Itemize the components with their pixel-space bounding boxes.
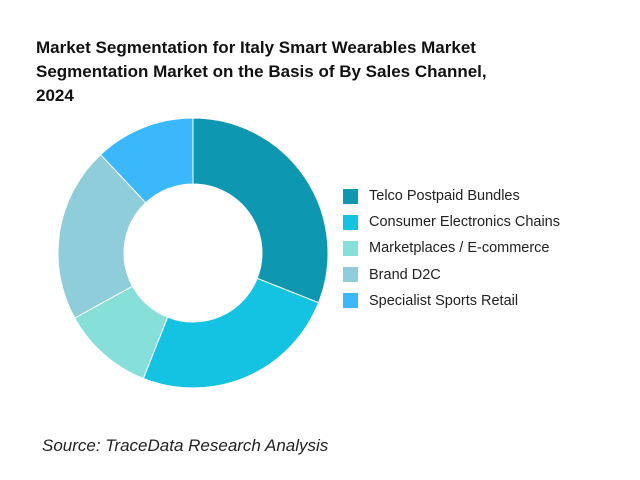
legend-swatch bbox=[343, 293, 358, 309]
legend-item: Brand D2C bbox=[343, 262, 560, 288]
legend-label: Brand D2C bbox=[369, 266, 441, 283]
legend-swatch bbox=[343, 214, 358, 230]
legend-label: Marketplaces / E-commerce bbox=[369, 240, 550, 257]
chart-title-line-1: Market Segmentation for Italy Smart Wear… bbox=[36, 38, 476, 57]
source-note: Source: TraceData Research Analysis bbox=[42, 436, 329, 455]
donut-slice bbox=[99, 117, 194, 204]
legend-label: Telco Postpaid Bundles bbox=[369, 188, 520, 205]
legend-swatch bbox=[343, 267, 358, 283]
legend-swatch bbox=[343, 188, 358, 204]
legend-label: Specialist Sports Retail bbox=[369, 292, 519, 309]
donut-slice bbox=[192, 117, 329, 304]
legend-label: Consumer Electronics Chains bbox=[369, 214, 560, 231]
legend-item: Marketplaces / E-commerce bbox=[343, 235, 560, 261]
legend-item: Consumer Electronics Chains bbox=[343, 209, 560, 235]
legend-item: Telco Postpaid Bundles bbox=[343, 183, 560, 209]
chart-title: Market Segmentation for Italy Smart Wear… bbox=[36, 36, 616, 108]
donut-slice bbox=[142, 277, 320, 389]
legend-swatch bbox=[343, 240, 358, 256]
donut-slice bbox=[57, 153, 147, 319]
chart-title-line-3: 2024 bbox=[36, 86, 74, 105]
chart-title-line-2: Segmentation Market on the Basis of By S… bbox=[36, 62, 487, 81]
chart-legend: Telco Postpaid Bundles Consumer Electron… bbox=[343, 183, 560, 314]
legend-item: Specialist Sports Retail bbox=[343, 288, 560, 314]
